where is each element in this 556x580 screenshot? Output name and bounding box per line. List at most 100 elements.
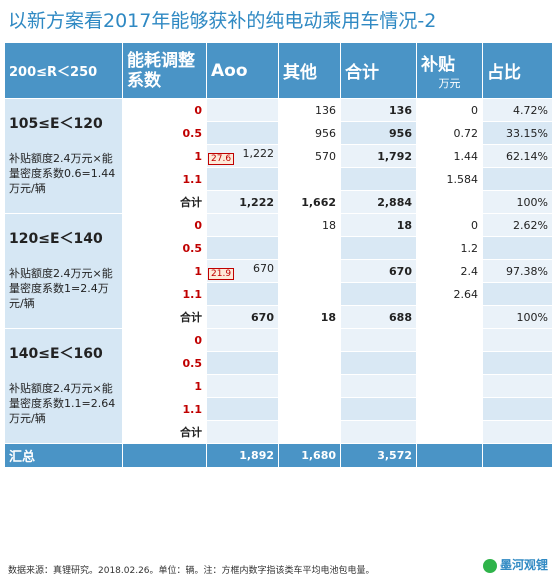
cell-value: 1.1: [182, 402, 203, 416]
share-cell: [482, 420, 553, 444]
table-row: 1.1 2.64: [5, 282, 553, 306]
total-cell: [340, 397, 417, 421]
share-cell: [482, 328, 553, 352]
other-cell: 18: [278, 305, 341, 329]
table-row: 0.5 1.2: [5, 236, 553, 260]
aoo-cell: [206, 351, 279, 375]
aoo-cell: [206, 328, 279, 352]
cell-value: 18: [320, 310, 336, 324]
aoo-cell: 1,222: [206, 190, 279, 214]
subsidy-cell: 1.2: [416, 236, 483, 260]
share-cell: [482, 282, 553, 306]
subsidy-cell: [416, 420, 483, 444]
band-range: 120≤E＜140: [9, 231, 103, 247]
subsidy-cell: 2.4: [416, 259, 483, 283]
cell-value: 688: [389, 310, 412, 324]
band-label: 105≤E＜120 补贴额度2.4万元×能量密度系数0.6=1.44万元/辆: [4, 98, 123, 214]
cell-value: 2.64: [453, 287, 479, 301]
cell-value: 0: [471, 103, 478, 117]
coef-cell: 0: [122, 328, 207, 352]
total-cell: 1,792: [340, 144, 417, 168]
total-cell: [340, 420, 417, 444]
coef-cell: 0.5: [122, 121, 207, 145]
watermark-text: 墨河观锂: [499, 558, 548, 572]
subsidy-cell: 1.584: [416, 167, 483, 191]
cell-value: 1,792: [377, 149, 412, 163]
cell-value: 62.14%: [506, 149, 548, 163]
cell-value: 670: [389, 264, 412, 278]
band-desc: 补贴额度2.4万元×能量密度系数1.1=2.64万元/辆: [9, 382, 116, 425]
coef-cell: 1: [122, 144, 207, 168]
battery-badge: 21.9: [208, 268, 235, 280]
summary-label: 汇总: [4, 443, 123, 468]
cell-value: 0: [194, 333, 202, 347]
cell-value: 2,884: [377, 195, 412, 209]
subsidy-table: 200≤R＜250 能耗调整系数 Aoo 其他 合计 补贴 万元 占比 105≤E…: [4, 42, 553, 468]
subsidy-cell: 2.64: [416, 282, 483, 306]
page-title: 以新方案看2017年能够获补的纯电动乘用车情况-2: [8, 10, 437, 32]
header-other: 其他: [278, 42, 341, 99]
cell-value: 100%: [516, 310, 548, 324]
share-cell: 100%: [482, 190, 553, 214]
subsidy-cell: 0.72: [416, 121, 483, 145]
other-cell: [278, 351, 341, 375]
coef-cell: 1: [122, 259, 207, 283]
share-cell: 4.72%: [482, 98, 553, 122]
table-row: 105≤E＜120 补贴额度2.4万元×能量密度系数0.6=1.44万元/辆 0 13…: [4, 98, 553, 214]
cell-value: 1.1: [182, 172, 203, 186]
other-cell: 570: [278, 144, 341, 168]
coef-cell: 1: [122, 374, 207, 398]
table-total-row: 合计 1,222 1,662 2,884 100%: [5, 190, 553, 214]
summary-empty: [416, 443, 483, 468]
coef-cell: 1.1: [122, 167, 207, 191]
cell-value: 956: [389, 126, 412, 140]
watermark: 墨河观锂: [482, 556, 548, 573]
cell-value: 4.72%: [513, 103, 548, 117]
aoo-cell: [206, 98, 279, 122]
subsidy-cell: 0: [416, 98, 483, 122]
total-cell: 670: [340, 259, 417, 283]
other-cell: 136: [278, 98, 341, 122]
footer-note: 数据来源：真锂研究。2018.02.26。单位：辆。注：方框内数字指该类车平均电…: [8, 566, 375, 576]
share-cell: 100%: [482, 305, 553, 329]
cell-value: 670: [253, 262, 274, 275]
cell-value: 0.5: [182, 356, 203, 370]
table-row: 0.5 956 956 0.72 33.15%: [5, 121, 553, 145]
coef-cell: 1.1: [122, 282, 207, 306]
summary-other: 1,680: [278, 443, 341, 468]
aoo-cell: [206, 167, 279, 191]
subsidy-cell: [416, 374, 483, 398]
aoo-cell: [206, 420, 279, 444]
coef-cell: 0.5: [122, 236, 207, 260]
battery-badge: 27.6: [208, 153, 235, 165]
total-cell: [340, 374, 417, 398]
total-cell: 688: [340, 305, 417, 329]
cell-value: 956: [315, 126, 336, 140]
cell-value: 1,662: [301, 195, 336, 209]
cell-value: 0: [194, 103, 202, 117]
other-cell: [278, 167, 341, 191]
summary-empty: [122, 443, 207, 468]
aoo-cell: [206, 374, 279, 398]
wechat-icon: [482, 558, 497, 573]
summary-aoo: 1,892: [206, 443, 279, 468]
other-cell: [278, 374, 341, 398]
total-cell: [340, 351, 417, 375]
cell-value: 136: [315, 103, 336, 117]
band-label: 120≤E＜140 补贴额度2.4万元×能量密度系数1=2.4万元/辆: [4, 213, 123, 329]
header-subsidy: 补贴 万元: [416, 42, 483, 99]
band-label: 140≤E＜160 补贴额度2.4万元×能量密度系数1.1=2.64万元/辆: [4, 328, 123, 444]
aoo-cell: 670: [206, 305, 279, 329]
cell-value: 570: [315, 149, 336, 163]
aoo-cell: [206, 213, 279, 237]
aoo-cell: 21.9 670: [206, 259, 279, 283]
coef-cell: 合计: [122, 305, 207, 329]
share-cell: [482, 236, 553, 260]
total-cell: 18: [340, 213, 417, 237]
band-desc: 补贴额度2.4万元×能量密度系数0.6=1.44万元/辆: [9, 152, 116, 195]
total-cell: [340, 167, 417, 191]
coef-cell: 合计: [122, 190, 207, 214]
cell-value: 18: [396, 218, 412, 232]
cell-value: 1.1: [182, 287, 203, 301]
cell-value: 0.5: [182, 241, 203, 255]
